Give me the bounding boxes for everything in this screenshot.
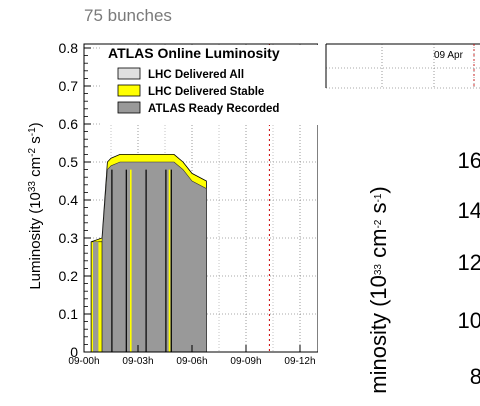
second-y-tick-label: 16: [458, 148, 480, 173]
y-tick-label: 0.4: [59, 192, 79, 208]
y-tick-label: 0.6: [59, 116, 79, 132]
series-area-ramp-recorded: [93, 241, 99, 352]
second-y-tick-label: 8: [470, 364, 480, 389]
y-tick-label: 0.3: [59, 230, 79, 246]
second-y-label-end: ): [366, 186, 391, 193]
second-y-label-exp: 33: [373, 264, 384, 276]
second-panel-background: [318, 36, 480, 406]
second-y-label-exp: -1: [373, 193, 384, 202]
second-y-tick-label: 14: [458, 198, 480, 223]
second-y-label-unit: s: [366, 203, 391, 220]
second-y-tick-label: 12: [458, 250, 480, 275]
legend-label: ATLAS Ready Recorded: [148, 103, 279, 115]
y-axis-label-exp: -1: [27, 127, 38, 136]
y-tick-label: 0.2: [59, 268, 79, 284]
y-axis-label-unit: cm: [27, 157, 44, 181]
y-axis-label-end: ): [27, 122, 44, 127]
x-tick-label: 09-03h: [122, 356, 153, 367]
legend-label: LHC Delivered Stable: [148, 86, 264, 98]
second-date-label: 09 Apr: [434, 50, 464, 61]
y-tick-label: 0.7: [59, 78, 79, 94]
chart-title: ATLAS Online Luminosity: [108, 45, 280, 61]
y-axis-label-exp: -2: [27, 147, 38, 156]
x-tick-label: 09-00h: [68, 356, 99, 367]
second-y-label-exp: -2: [373, 219, 384, 228]
second-y-label-text: minosity (10: [366, 275, 391, 394]
x-tick-label: 09-06h: [176, 356, 207, 367]
second-y-label-unit: cm: [366, 229, 391, 264]
y-tick-label: 0: [70, 344, 78, 360]
y-tick-label: 0.8: [59, 40, 79, 56]
y-tick-label: 0.5: [59, 154, 79, 170]
bunch-count-label: 75 bunches: [84, 6, 172, 25]
y-axis-label-unit: s: [27, 136, 44, 148]
legend-swatch: [117, 67, 141, 80]
series-area-ready-recorded: [90, 161, 207, 353]
legend-swatch: [117, 84, 141, 97]
legend-swatch: [117, 101, 141, 114]
second-y-axis-label: minosity (1033 cm-2 s-1): [366, 186, 391, 393]
second-y-tick-label: 10: [458, 308, 480, 333]
legend-label: LHC Delivered All: [148, 69, 244, 81]
x-tick-label: 09-09h: [230, 356, 261, 367]
x-tick-label: 09-12h: [284, 356, 315, 367]
y-axis-label-text: Luminosity (10: [27, 192, 44, 290]
y-axis-label: Luminosity (1033 cm-2 s-1): [27, 122, 45, 289]
y-tick-label: 0.1: [59, 306, 79, 322]
y-axis-label-exp: 33: [27, 181, 38, 193]
